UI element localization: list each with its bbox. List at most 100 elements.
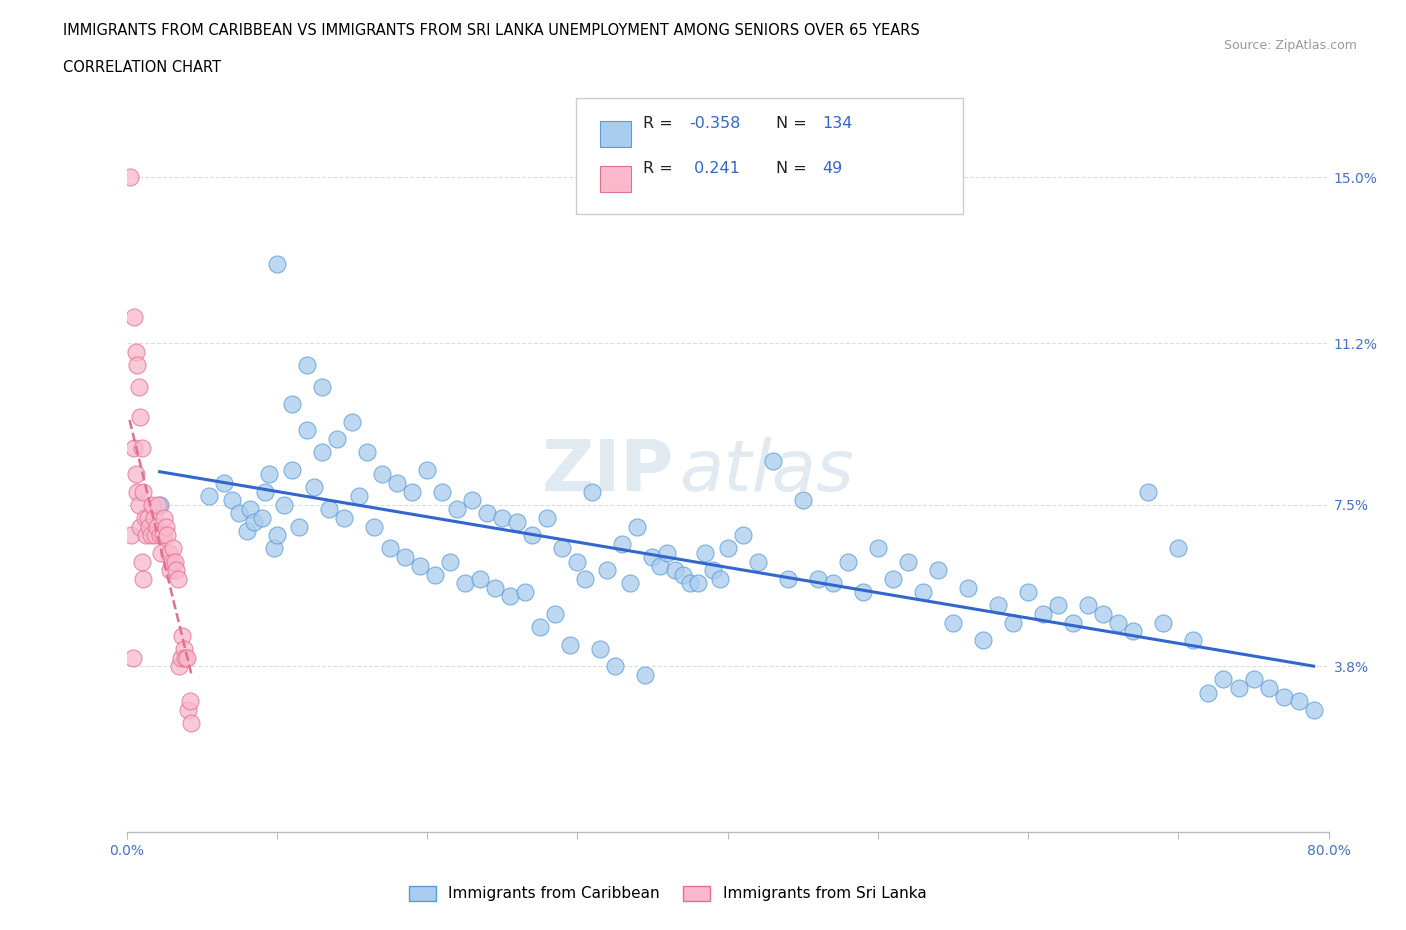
Point <box>177 702 200 717</box>
Point <box>167 659 190 674</box>
Point <box>228 506 250 521</box>
Text: Source: ZipAtlas.com: Source: ZipAtlas.com <box>1223 39 1357 52</box>
Point <box>693 545 716 560</box>
Point <box>1002 616 1025 631</box>
Point <box>239 501 262 516</box>
Point <box>125 357 148 372</box>
Point <box>385 475 408 490</box>
Point <box>340 414 363 429</box>
Legend: Immigrants from Caribbean, Immigrants from Sri Lanka: Immigrants from Caribbean, Immigrants fr… <box>402 880 932 908</box>
Point <box>157 545 180 560</box>
Point <box>401 485 423 499</box>
Point <box>536 511 558 525</box>
Point <box>135 528 157 543</box>
Text: 134: 134 <box>823 116 853 131</box>
Point <box>581 485 603 499</box>
Point <box>180 716 202 731</box>
Point <box>709 572 731 587</box>
Point <box>686 576 709 591</box>
Point <box>619 576 641 591</box>
Point <box>120 528 142 543</box>
Point <box>146 498 169 512</box>
Point <box>212 475 235 490</box>
Point <box>461 493 484 508</box>
Point <box>149 528 172 543</box>
Point <box>439 554 461 569</box>
Point <box>499 589 522 604</box>
Point <box>626 519 648 534</box>
Point <box>122 310 145 325</box>
Point <box>318 501 340 516</box>
Point <box>235 524 259 538</box>
Point <box>311 379 333 394</box>
Point <box>121 650 143 665</box>
Point <box>1302 702 1324 717</box>
Point <box>657 545 679 560</box>
Point <box>612 537 634 551</box>
Point <box>484 580 506 595</box>
Text: 49: 49 <box>823 161 842 176</box>
Point <box>1182 632 1205 647</box>
Point <box>1257 681 1279 696</box>
Point <box>141 498 163 512</box>
Point <box>972 632 994 647</box>
Point <box>122 441 145 456</box>
Point <box>671 567 693 582</box>
Point <box>529 619 551 634</box>
Point <box>349 488 371 503</box>
Point <box>129 410 152 425</box>
Point <box>173 642 195 657</box>
Text: ZIP: ZIP <box>541 437 673 507</box>
Point <box>198 488 221 503</box>
Point <box>1243 672 1265 687</box>
Point <box>295 357 318 372</box>
Point <box>792 493 814 508</box>
Point <box>1017 585 1039 600</box>
Point <box>153 511 176 525</box>
Point <box>145 519 167 534</box>
Point <box>371 467 394 482</box>
Point <box>1212 672 1234 687</box>
Point <box>139 528 162 543</box>
Point <box>1137 485 1160 499</box>
Point <box>143 528 166 543</box>
Point <box>378 541 401 556</box>
Point <box>911 585 934 600</box>
Point <box>1197 685 1219 700</box>
Point <box>603 659 626 674</box>
Point <box>304 480 326 495</box>
Point <box>165 563 187 578</box>
Text: N =: N = <box>776 161 813 176</box>
Point <box>1107 616 1129 631</box>
Point <box>131 554 153 569</box>
Point <box>416 462 439 477</box>
Point <box>129 519 152 534</box>
Point <box>1047 598 1070 613</box>
Point <box>131 441 153 456</box>
Point <box>807 572 830 587</box>
Point <box>174 650 197 665</box>
Point <box>1077 598 1099 613</box>
Point <box>172 629 194 644</box>
Point <box>1288 694 1310 709</box>
Point <box>159 563 181 578</box>
Text: N =: N = <box>776 116 813 131</box>
Point <box>942 616 965 631</box>
Text: R =: R = <box>643 116 678 131</box>
Point <box>1227 681 1250 696</box>
Point <box>166 572 188 587</box>
Text: -0.358: -0.358 <box>689 116 741 131</box>
Point <box>408 558 430 573</box>
Point <box>641 550 664 565</box>
Point <box>169 650 191 665</box>
Point <box>513 585 536 600</box>
Point <box>762 454 785 469</box>
Point <box>156 528 179 543</box>
Point <box>363 519 385 534</box>
Point <box>446 501 468 516</box>
Point <box>152 528 174 543</box>
Point <box>882 572 904 587</box>
Point <box>430 485 453 499</box>
Point <box>128 498 150 512</box>
Point <box>1032 606 1054 621</box>
